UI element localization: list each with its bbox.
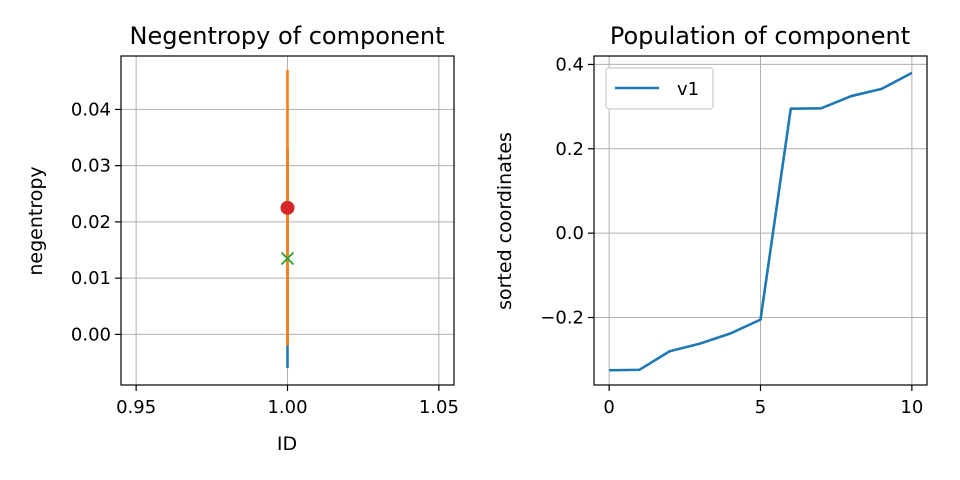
y-tick-label: −0.2	[540, 308, 584, 329]
legend-label-v1: v1	[677, 79, 699, 100]
population-ylabel: sorted coordinates	[494, 132, 516, 310]
negentropy-xlabel: ID	[277, 433, 297, 455]
population-legend: v1	[605, 67, 714, 110]
x-tick-label: 0.95	[116, 397, 156, 418]
median-point-stroke	[280, 251, 295, 266]
y-tick-label: 0.01	[71, 268, 111, 289]
population-panel: 0 5 10 −0.2 0.0 0.2 0.4 Population of componen…	[494, 22, 928, 418]
negentropy-panel: 0.95 1.00 1.05 0.00 0.01 0.02 0.03 0.04 Negentr…	[25, 22, 459, 455]
x-tick-label: 1.00	[267, 397, 307, 418]
negentropy-title: Negentropy of component	[130, 22, 445, 50]
x-tick-label: 1.05	[419, 397, 459, 418]
x-tick-label: 5	[755, 397, 766, 418]
y-tick-label: 0.2	[555, 139, 584, 160]
series-line-v1	[609, 71, 913, 372]
negentropy-ylabel: negentropy	[25, 166, 47, 275]
y-tick-label: 0.0	[555, 223, 584, 244]
mean-point	[280, 200, 295, 215]
x-tick-label: 0	[603, 397, 614, 418]
negentropy-ticks: 0.95 1.00 1.05 0.00 0.01 0.02 0.03 0.04	[71, 99, 459, 418]
median-point	[280, 251, 295, 266]
y-tick-label: 0.03	[71, 156, 111, 177]
population-title: Population of component	[610, 22, 910, 50]
y-tick-label: 0.04	[71, 99, 111, 120]
negentropy-marks	[280, 70, 295, 369]
population-marks	[609, 71, 913, 372]
x-tick-label: 10	[900, 397, 923, 418]
y-tick-label: 0.00	[71, 324, 111, 345]
y-tick-label: 0.02	[71, 212, 111, 233]
y-tick-label: 0.4	[555, 54, 584, 75]
population-ticks: 0 5 10 −0.2 0.0 0.2 0.4	[540, 54, 923, 418]
legend-frame	[605, 67, 714, 110]
